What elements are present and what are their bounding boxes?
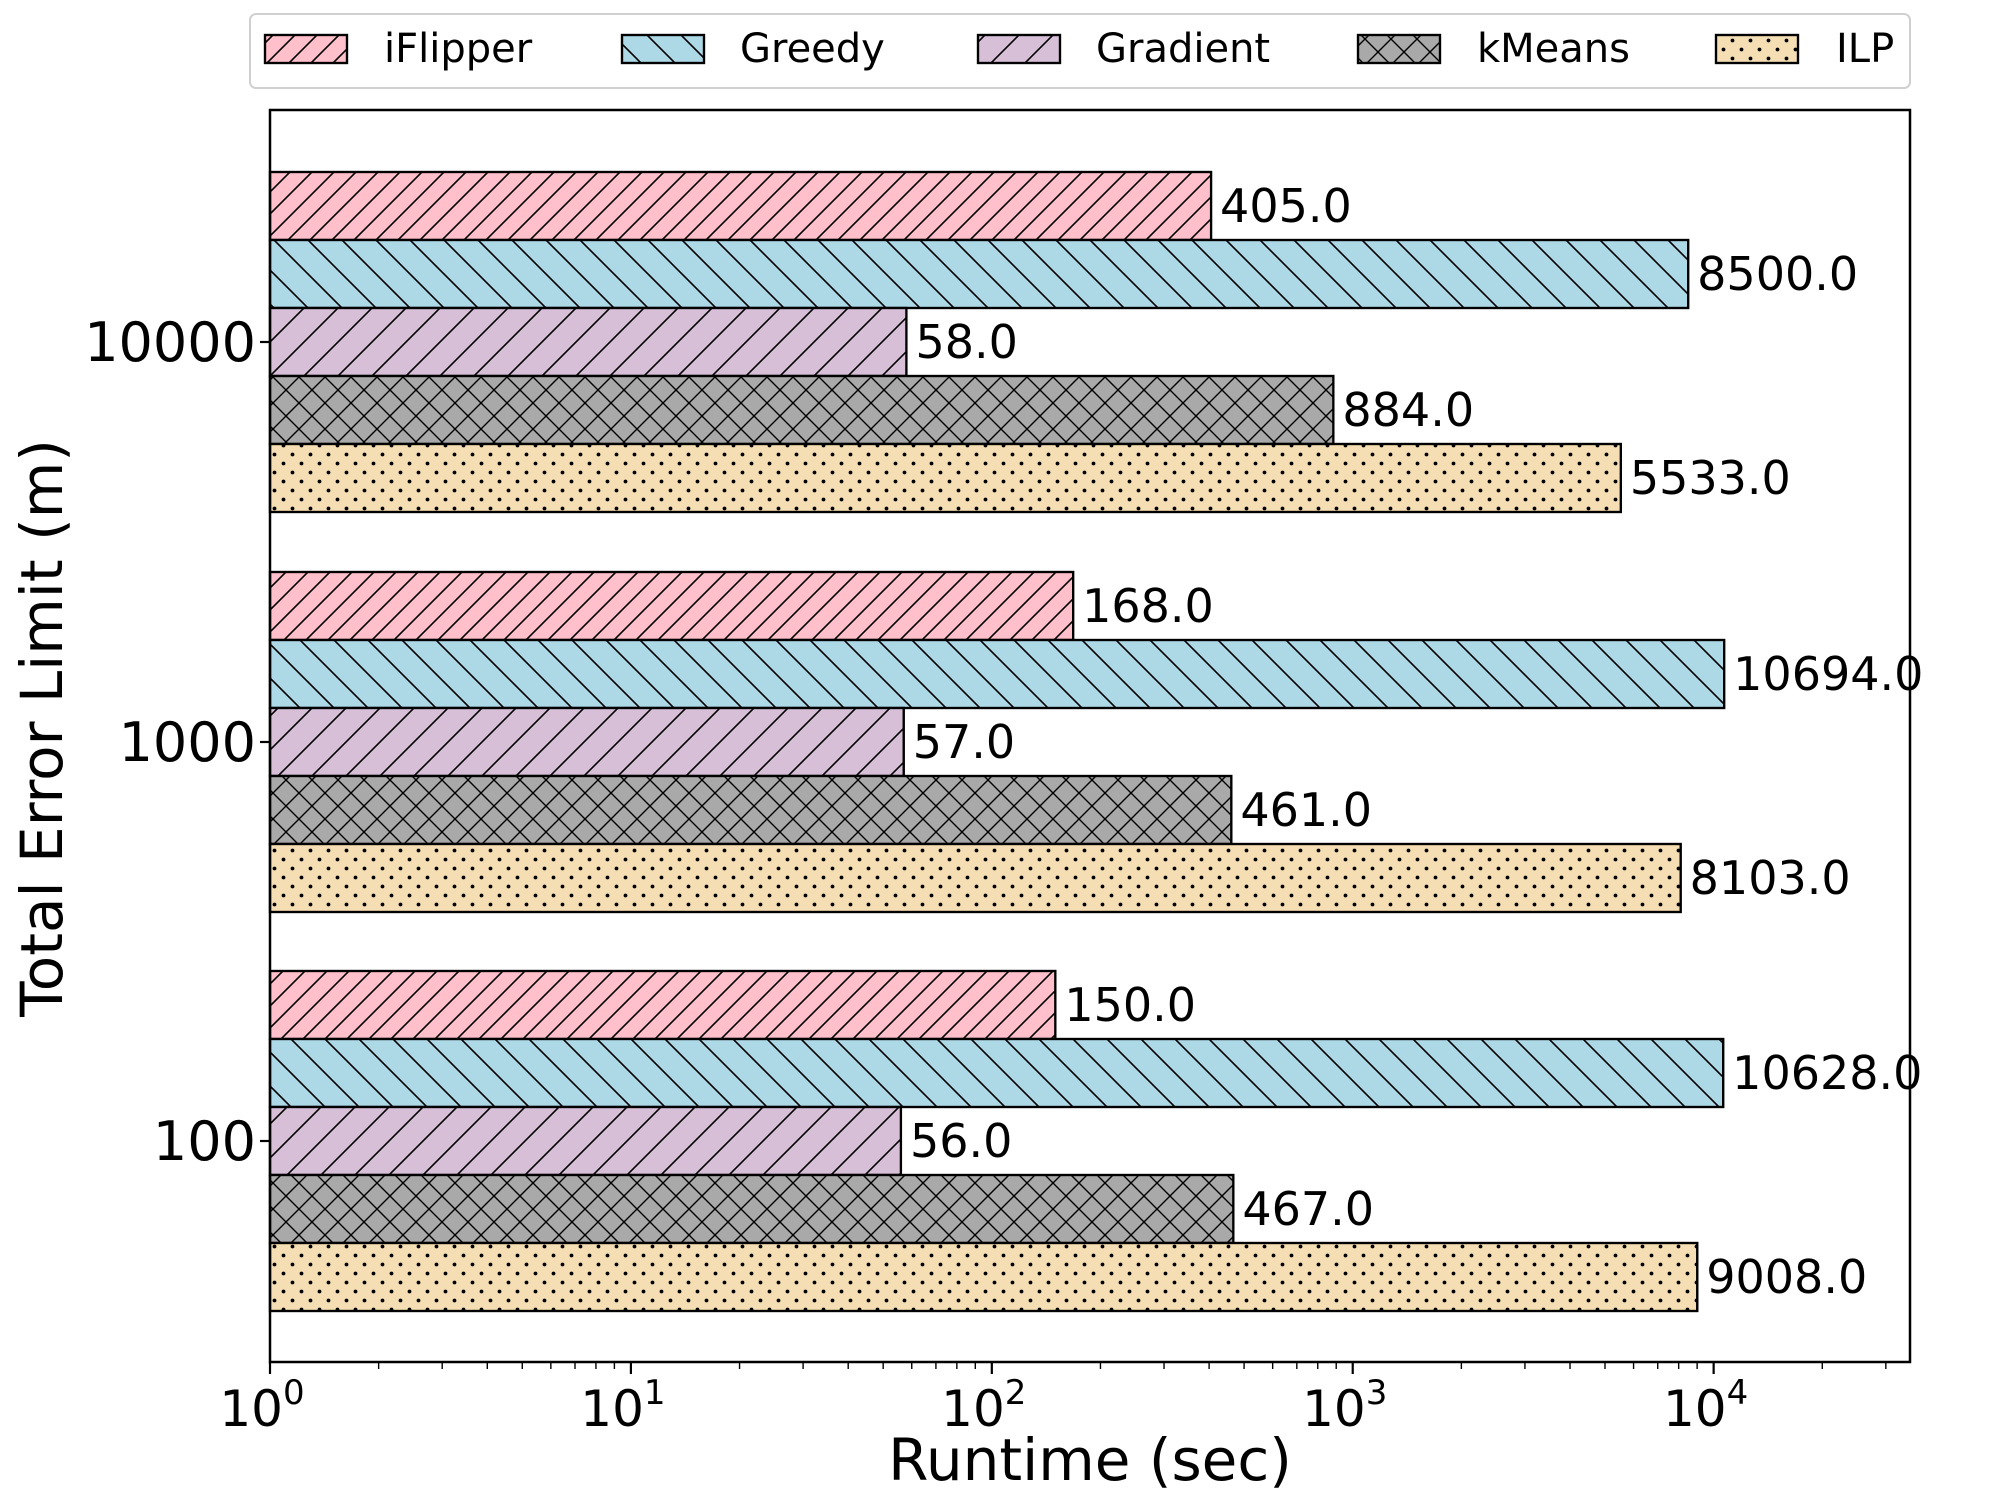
data-label-ilp-1000: 8103.0 (1690, 851, 1851, 905)
legend-swatch-hatch-kmeans (1356, 33, 1442, 65)
x-tick-label-1000: 103 (1302, 1373, 1387, 1438)
legend-label-gradient: Gradient (1096, 26, 1270, 72)
legend-label-iflipper: iFlipper (384, 26, 533, 72)
x-tick-label-10000: 104 (1663, 1373, 1748, 1438)
bar-hatch-ilp-1000 (268, 842, 1682, 914)
x-tick-label-10: 101 (580, 1373, 665, 1438)
data-label-greedy-100: 10628.0 (1732, 1046, 1922, 1100)
bar-hatch-iflipper-10000 (268, 170, 1213, 242)
bar-hatch-iflipper-1000 (268, 570, 1075, 642)
data-label-ilp-100: 9008.0 (1706, 1250, 1867, 1304)
data-labels-layer: 405.0 8500.0 58.0 884.0 5533.0 168.0 10694.0 57… (910, 179, 1923, 1304)
data-label-iflipper-1000: 168.0 (1082, 579, 1214, 633)
data-label-kmeans-1000: 461.0 (1240, 783, 1372, 837)
data-label-gradient-100: 56.0 (910, 1114, 1012, 1168)
x-axis-title: Runtime (sec) (888, 1426, 1292, 1494)
legend-swatch-hatch-ilp (1714, 33, 1800, 65)
x-tick-label-1: 100 (219, 1373, 304, 1438)
y-axis-title: Total Error Limit (m) (8, 439, 76, 1018)
data-label-gradient-10000: 58.0 (915, 315, 1017, 369)
bar-hatch-greedy-100 (268, 1037, 1725, 1109)
data-label-iflipper-10000: 405.0 (1220, 179, 1352, 233)
legend: iFlipper Greedy Gradient kMeans ILP (249, 13, 1911, 89)
data-label-greedy-1000: 10694.0 (1733, 647, 1923, 701)
bar-hatch-iflipper-100 (268, 969, 1057, 1041)
bar-hatch-gradient-100 (268, 1105, 903, 1177)
legend-label-kmeans: kMeans (1477, 26, 1630, 72)
legend-swatch-hatch-greedy (620, 33, 706, 65)
legend-box (249, 13, 1911, 89)
bar-hatch-gradient-10000 (268, 306, 908, 378)
bar-hatch-kmeans-10000 (268, 374, 1335, 446)
legend-label-ilp: ILP (1836, 26, 1894, 72)
data-label-iflipper-100: 150.0 (1064, 978, 1196, 1032)
bar-hatch-greedy-10000 (268, 238, 1690, 310)
bar-hatch-ilp-100 (268, 1241, 1699, 1313)
plot-frame (268, 108, 1912, 1364)
y-tick-label-10000: 10000 (84, 311, 256, 374)
legend-swatch-hatch-iflipper (263, 33, 349, 65)
bar-hatch-kmeans-100 (268, 1173, 1235, 1245)
data-label-greedy-10000: 8500.0 (1697, 247, 1858, 301)
legend-label-greedy: Greedy (740, 26, 885, 72)
y-tick-label-100: 100 (153, 1110, 256, 1173)
bars-layer (268, 170, 1726, 1313)
y-tick-label-1000: 1000 (119, 711, 256, 774)
bar-hatch-kmeans-1000 (268, 774, 1233, 846)
bar-hatch-ilp-10000 (268, 442, 1622, 514)
bar-hatch-gradient-1000 (268, 706, 905, 778)
data-label-kmeans-100: 467.0 (1242, 1182, 1374, 1236)
bar-hatch-greedy-1000 (268, 638, 1726, 710)
data-label-gradient-1000: 57.0 (913, 715, 1015, 769)
data-label-kmeans-10000: 884.0 (1342, 383, 1474, 437)
data-label-ilp-10000: 5533.0 (1630, 451, 1791, 505)
legend-swatch-hatch-gradient (976, 33, 1062, 65)
